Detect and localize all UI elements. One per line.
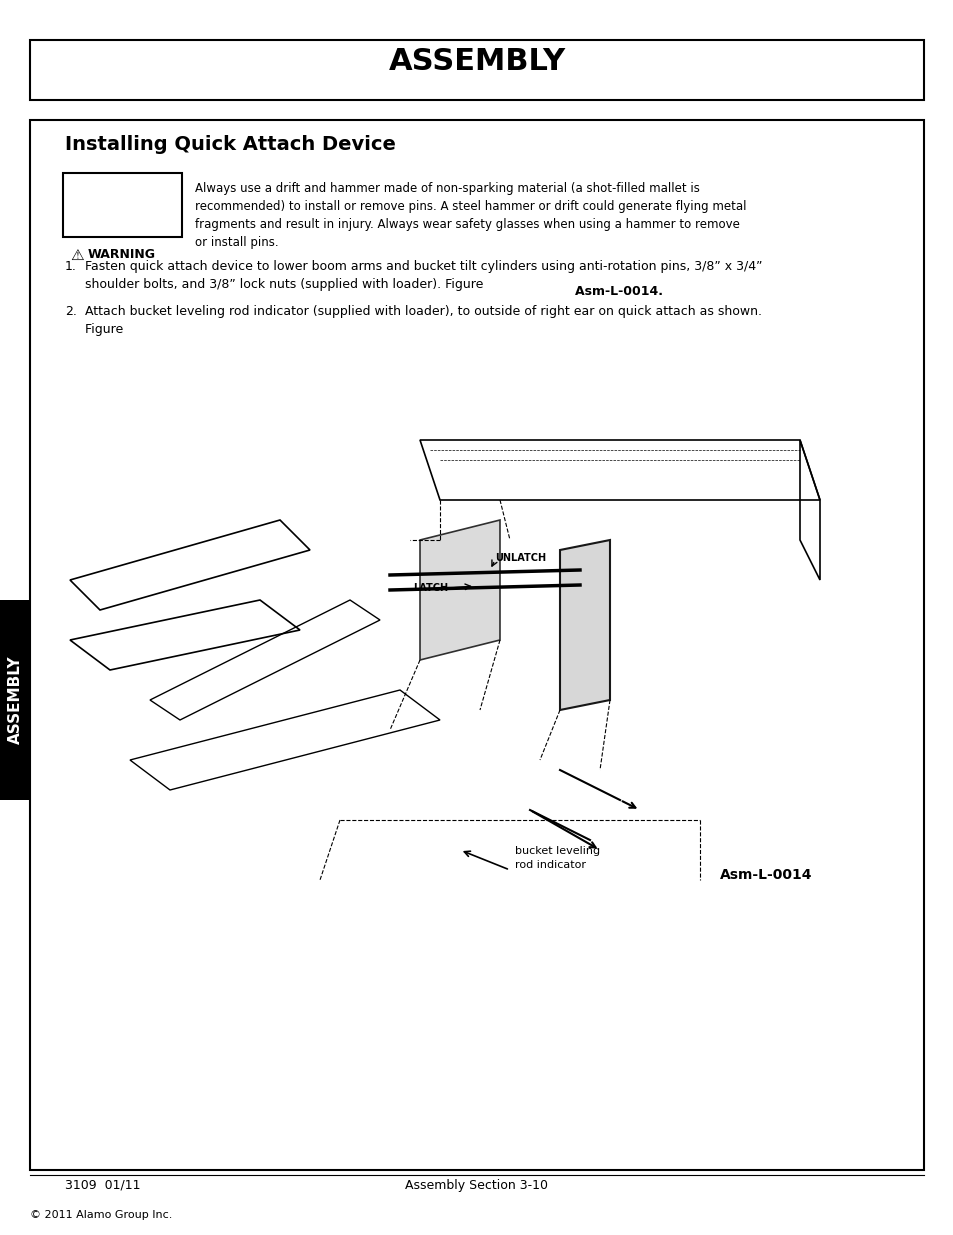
- Text: 2.: 2.: [65, 305, 77, 317]
- Text: UNLATCH: UNLATCH: [495, 553, 545, 563]
- Polygon shape: [559, 540, 609, 710]
- Text: ASSEMBLY: ASSEMBLY: [388, 47, 565, 77]
- FancyBboxPatch shape: [0, 600, 30, 800]
- Text: Assembly Section 3-10: Assembly Section 3-10: [405, 1178, 548, 1192]
- Text: bucket leveling
rod indicator: bucket leveling rod indicator: [515, 846, 599, 869]
- FancyBboxPatch shape: [30, 120, 923, 1170]
- Text: WARNING: WARNING: [88, 248, 156, 261]
- Text: Asm-L-0014.: Asm-L-0014.: [85, 285, 662, 298]
- FancyBboxPatch shape: [63, 173, 182, 237]
- Text: Always use a drift and hammer made of non-sparking material (a shot-filled malle: Always use a drift and hammer made of no…: [194, 182, 745, 249]
- Text: Fasten quick attach device to lower boom arms and bucket tilt cylinders using an: Fasten quick attach device to lower boom…: [85, 261, 761, 291]
- Text: 3109  01/11: 3109 01/11: [65, 1178, 140, 1192]
- Text: © 2011 Alamo Group Inc.: © 2011 Alamo Group Inc.: [30, 1210, 172, 1220]
- Text: LATCH: LATCH: [413, 583, 448, 593]
- Text: 1.: 1.: [65, 261, 77, 273]
- Text: ⚠: ⚠: [70, 248, 84, 263]
- Polygon shape: [419, 520, 499, 659]
- Text: Attach bucket leveling rod indicator (supplied with loader), to outside of right: Attach bucket leveling rod indicator (su…: [85, 305, 761, 336]
- Text: Asm-L-0014: Asm-L-0014: [720, 868, 812, 882]
- Text: ASSEMBLY: ASSEMBLY: [8, 656, 23, 745]
- Text: Installing Quick Attach Device: Installing Quick Attach Device: [65, 135, 395, 154]
- FancyBboxPatch shape: [30, 40, 923, 100]
